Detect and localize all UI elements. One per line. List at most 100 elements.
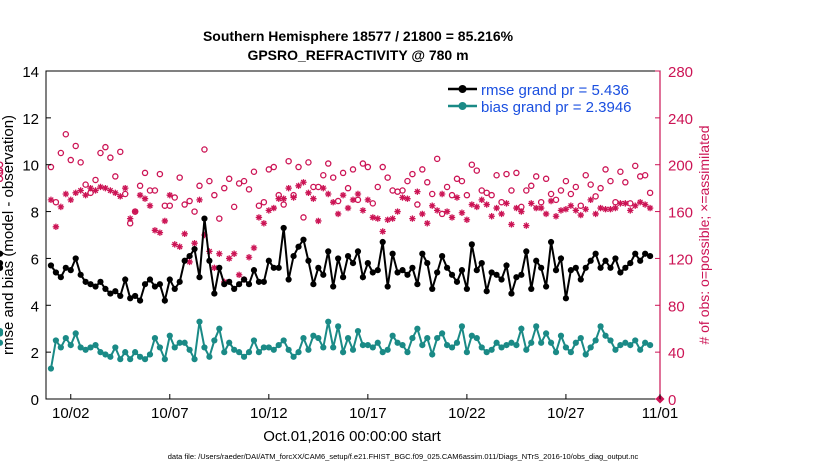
rmse-point: [429, 285, 436, 292]
possible-obs-point: [230, 203, 238, 211]
possible-obs-point: [602, 166, 609, 173]
rmse-point: [339, 274, 347, 281]
bias-point: [77, 344, 84, 351]
possible-obs-point: [414, 201, 421, 208]
bias-point: [216, 325, 223, 332]
bias-point: [290, 353, 297, 360]
possible-obs-point: [225, 175, 233, 183]
bias-point: [389, 332, 396, 339]
bias-point: [533, 323, 540, 330]
possible-obs-point: [156, 170, 164, 178]
bias-point: [439, 330, 446, 337]
assimilated-obs-point: [607, 206, 614, 213]
bias-point: [102, 351, 109, 358]
assimilated-obs-point: [414, 188, 421, 195]
bias-point: [424, 334, 431, 342]
assimilated-obs-point: [498, 210, 505, 218]
possible-obs-point: [458, 177, 466, 185]
assimilated-obs-point: [359, 207, 367, 214]
assimilated-obs-point: [320, 184, 327, 192]
bias-point: [399, 342, 406, 349]
assimilated-obs-point: [547, 197, 555, 205]
bias-point: [597, 323, 604, 330]
assimilated-obs-point: [523, 222, 530, 229]
possible-obs-point: [503, 170, 510, 178]
possible-obs-point: [542, 175, 550, 183]
y-right-tick-label: 160: [668, 205, 693, 222]
assimilated-obs-point: [488, 213, 495, 220]
legend-bias-label: bias grand pr = 2.3946: [481, 99, 632, 116]
assimilated-obs-point: [186, 258, 193, 266]
bias-point: [132, 349, 139, 356]
bias-point: [97, 349, 104, 356]
rmse-point: [255, 278, 263, 285]
rmse-point: [483, 288, 490, 295]
possible-obs-point: [547, 190, 555, 198]
possible-obs-point: [473, 167, 481, 174]
bias-point: [379, 349, 386, 356]
possible-obs-point: [597, 184, 604, 192]
assimilated-obs-point: [245, 254, 253, 261]
bias-point: [275, 342, 282, 349]
bias-point: [52, 337, 60, 344]
possible-obs-point: [265, 166, 273, 173]
assimilated-obs-point: [622, 200, 629, 207]
possible-obs-point: [72, 142, 79, 150]
possible-obs-point: [562, 177, 570, 185]
bias-point: [443, 342, 451, 349]
bias-point: [335, 323, 342, 330]
possible-obs-point: [399, 187, 406, 194]
bias-point: [547, 339, 555, 346]
assimilated-obs-point: [493, 204, 500, 212]
rmse-point: [379, 238, 386, 246]
possible-obs-point: [453, 175, 461, 183]
possible-obs-point: [577, 202, 585, 209]
possible-obs-point: [280, 201, 287, 208]
possible-obs-point: [201, 146, 208, 153]
possible-obs-point: [151, 187, 159, 194]
rmse-point: [404, 271, 411, 278]
rmse-point: [439, 252, 446, 260]
rmse-point: [557, 255, 565, 262]
rmse-point: [503, 262, 510, 269]
assimilated-obs-point: [344, 204, 352, 212]
rmse-point: [107, 290, 114, 297]
possible-obs-point: [364, 163, 372, 171]
rmse-point: [602, 257, 609, 264]
bias-point: [463, 349, 470, 356]
possible-obs-point: [62, 131, 70, 138]
rmse-point: [359, 274, 367, 281]
assimilated-obs-point: [399, 194, 406, 201]
possible-obs-point: [404, 177, 411, 185]
bias-point: [349, 346, 357, 353]
assimilated-obs-point: [290, 194, 297, 201]
possible-obs-point: [121, 190, 129, 198]
possible-obs-point: [552, 196, 560, 204]
bias-point: [557, 332, 565, 339]
rmse-point: [473, 267, 480, 274]
bias-point: [67, 342, 74, 349]
bias-point: [592, 337, 599, 344]
assimilated-obs-point: [483, 201, 490, 208]
possible-obs-point: [97, 149, 104, 157]
rmse-point: [642, 250, 649, 257]
rmse-point: [508, 290, 515, 297]
possible-obs-point: [0, 175, 4, 183]
bias-point: [196, 318, 203, 325]
rmse-point: [231, 285, 238, 292]
rmse-point: [265, 257, 272, 264]
assimilated-obs-point: [181, 230, 188, 238]
bias-point: [434, 334, 441, 342]
y-left-tick-label: 10: [22, 158, 39, 175]
rmse-point: [597, 264, 604, 271]
assimilated-obs-point: [557, 207, 565, 214]
bias-point: [394, 339, 401, 346]
bias-point: [498, 344, 505, 351]
assimilated-obs-point: [47, 196, 55, 204]
chart-title-line1: Southern Hemisphere 18577 / 21800 = 85.2…: [203, 28, 514, 44]
rmse-point: [424, 260, 431, 267]
assimilated-obs-point: [211, 264, 218, 271]
rmse-point: [552, 267, 560, 274]
y-left-tick-label: 14: [22, 64, 39, 81]
bias-point: [300, 334, 307, 342]
